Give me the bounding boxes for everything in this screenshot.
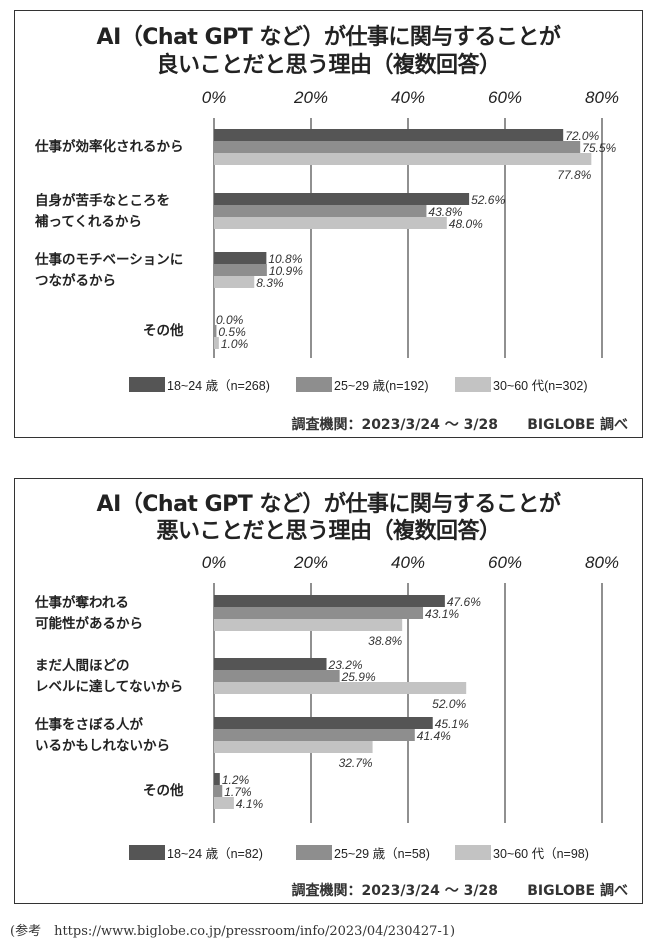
legend-swatch (296, 845, 332, 860)
tick-label: 40% (391, 553, 425, 572)
chart-plot: 0% 20% 40% 60% 80% 47.6%43.1% 38.8% 23.2%25.9% 5… (129, 553, 619, 861)
bar (214, 729, 415, 741)
bar (214, 773, 220, 785)
tick-label: 80% (585, 88, 619, 107)
legend-swatch (296, 377, 332, 392)
bar (214, 276, 255, 288)
data-label: 77.8% (557, 168, 591, 182)
legend-swatch (129, 377, 165, 392)
bar (214, 797, 234, 809)
bar (214, 717, 433, 729)
data-label: 43.1% (425, 607, 459, 621)
bar (214, 607, 424, 619)
category-label: つながるから (35, 273, 116, 289)
data-label: 10.9% (269, 264, 303, 278)
data-label: 25.9% (341, 670, 376, 684)
legend-label: 18~24 歳（n=268) (167, 379, 270, 393)
bar (214, 325, 217, 337)
bar (214, 217, 447, 229)
category-label: いるかもしれないから (35, 738, 170, 754)
bar (214, 595, 445, 607)
tick-label: 60% (488, 553, 522, 572)
bar (214, 785, 223, 797)
category-label: 仕事のモチベーションに (35, 252, 184, 268)
data-label: 48.0% (449, 217, 483, 231)
data-label: 1.2% (222, 773, 250, 787)
category-label: 可能性があるから (35, 616, 143, 632)
bar (214, 337, 219, 349)
chart-bad-reasons: AI（Chat GPT など）が仕事に関与することが 悪いことだと思う理由（複数… (14, 478, 643, 904)
bar (214, 141, 581, 153)
chart-title-line1: AI（Chat GPT など）が仕事に関与することが (96, 492, 561, 517)
tick-label: 20% (293, 553, 328, 572)
bar (214, 193, 470, 205)
data-label: 43.8% (428, 205, 462, 219)
category-label: 仕事をさぼる人が (35, 717, 143, 733)
bar (214, 682, 467, 694)
category-label: 補ってくれるから (35, 214, 142, 230)
data-label: 10.8% (268, 252, 302, 266)
chart-plot: 0% 20% 40% 60% 80% 72.0%75.5% 77.8% 52.6% 43.8%4… (129, 88, 619, 393)
bar (214, 741, 373, 753)
chart-title-line2: 良いことだと思う理由（複数回答） (156, 53, 501, 78)
category-label: 自身が苦手なところを (35, 193, 170, 209)
data-label: 52.6% (471, 193, 505, 207)
chart-footer: 調査機関：2023/3/24 ～ 3/28 BIGLOBE 調べ (291, 417, 628, 433)
data-label: 45.1% (435, 717, 469, 731)
legend-swatch (455, 845, 491, 860)
tick-label: 0% (202, 88, 227, 107)
tick-label: 0% (202, 553, 227, 572)
category-label: 仕事が奪われる (35, 595, 129, 611)
tick-label: 40% (391, 88, 425, 107)
bar (214, 658, 327, 670)
legend-label: 25~29 歳(n=192) (334, 379, 429, 393)
category-label: その他 (143, 323, 184, 339)
legend-label: 18~24 歳（n=82) (167, 847, 263, 861)
tick-label: 80% (585, 553, 619, 572)
bar (214, 619, 403, 631)
bar (214, 670, 340, 682)
data-label: 75.5% (582, 141, 616, 155)
data-label: 1.7% (224, 785, 252, 799)
bar (214, 252, 267, 264)
legend-swatch (455, 377, 491, 392)
reference-url: (参考 https://www.biglobe.co.jp/pressroom/… (10, 924, 456, 939)
data-label: 8.3% (256, 276, 284, 290)
category-label: その他 (143, 783, 184, 799)
legend-label: 25~29 歳（n=58) (334, 847, 430, 861)
bar (214, 205, 427, 217)
chart-title-line1: AI（Chat GPT など）が仕事に関与することが (96, 25, 561, 50)
chart-title-line2: 悪いことだと思う理由（複数回答） (156, 519, 501, 544)
data-label: 47.6% (447, 595, 481, 609)
data-label: 52.0% (432, 697, 466, 711)
category-label: 仕事が効率化されるから (35, 139, 184, 155)
legend-label: 30~60 代（n=98) (493, 847, 589, 861)
bar (214, 129, 564, 141)
chart-good-reasons: AI（Chat GPT など）が仕事に関与することが 良いことだと思う理由（複数… (14, 10, 643, 438)
data-label: 72.0% (565, 129, 599, 143)
category-label: まだ人間ほどの (35, 658, 130, 674)
data-label: 23.2% (328, 658, 363, 672)
data-label: 41.4% (417, 729, 451, 743)
category-label: レベルに達してないから (35, 679, 184, 695)
data-label: 1.0% (221, 337, 249, 351)
data-label: 0.0% (216, 313, 244, 327)
chart-footer: 調査機関：2023/3/24 ～ 3/28 BIGLOBE 調べ (291, 883, 628, 899)
bar (214, 264, 267, 276)
data-label: 32.7% (339, 756, 373, 770)
legend-swatch (129, 845, 165, 860)
tick-label: 60% (488, 88, 522, 107)
data-label: 4.1% (236, 797, 264, 811)
data-label: 0.5% (218, 325, 246, 339)
tick-label: 20% (293, 88, 328, 107)
data-label: 38.8% (368, 634, 402, 648)
legend-label: 30~60 代(n=302) (493, 379, 588, 393)
bar (214, 153, 592, 165)
